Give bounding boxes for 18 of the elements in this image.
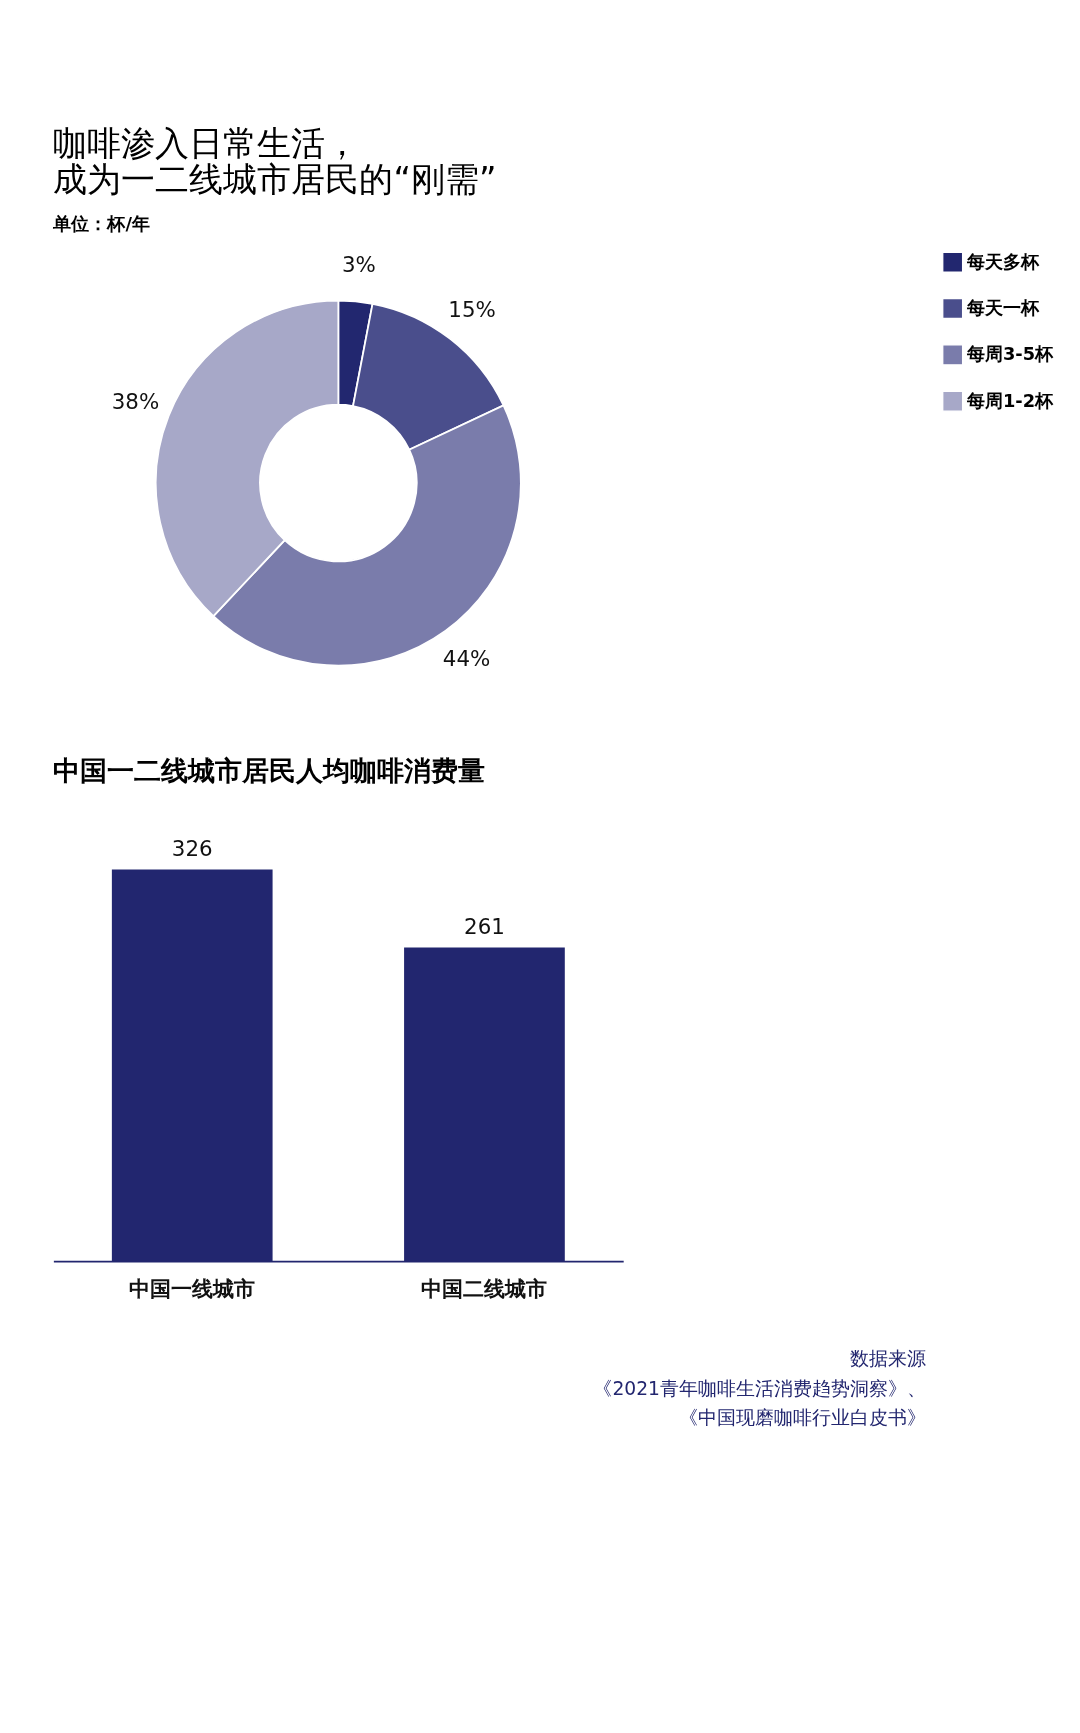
text: 《中国现磨咖啡行业白皮书》 xyxy=(678,1407,926,1429)
legend-label: 每天一杯 xyxy=(965,296,1040,318)
data-label: 44% xyxy=(442,645,491,671)
data-label: 38% xyxy=(111,389,160,415)
legend-label: 每天多杯 xyxy=(965,250,1040,272)
data-label: 326 xyxy=(171,836,213,862)
text: 成为一二线城市居民的“刚需” xyxy=(53,160,497,200)
legend-label: 每周3-5杯 xyxy=(965,343,1055,365)
data-label: 15% xyxy=(448,296,496,322)
text: 《2021青年咖啡生活消费趋势洞察》、 xyxy=(593,1377,926,1399)
text: 数据来源 xyxy=(849,1348,926,1370)
x-tick-label: 中国一线城市 xyxy=(129,1276,256,1302)
legend-label: 每周1-2杯 xyxy=(965,389,1055,411)
chart-subtitle: 单位：杯/年 xyxy=(52,213,150,235)
chart-title: 中国一二线城市居民人均咖啡消费量 xyxy=(53,755,486,787)
x-tick-label: 中国二线城市 xyxy=(421,1276,548,1302)
data-label: 261 xyxy=(464,914,505,940)
data-label: 3% xyxy=(341,252,376,278)
